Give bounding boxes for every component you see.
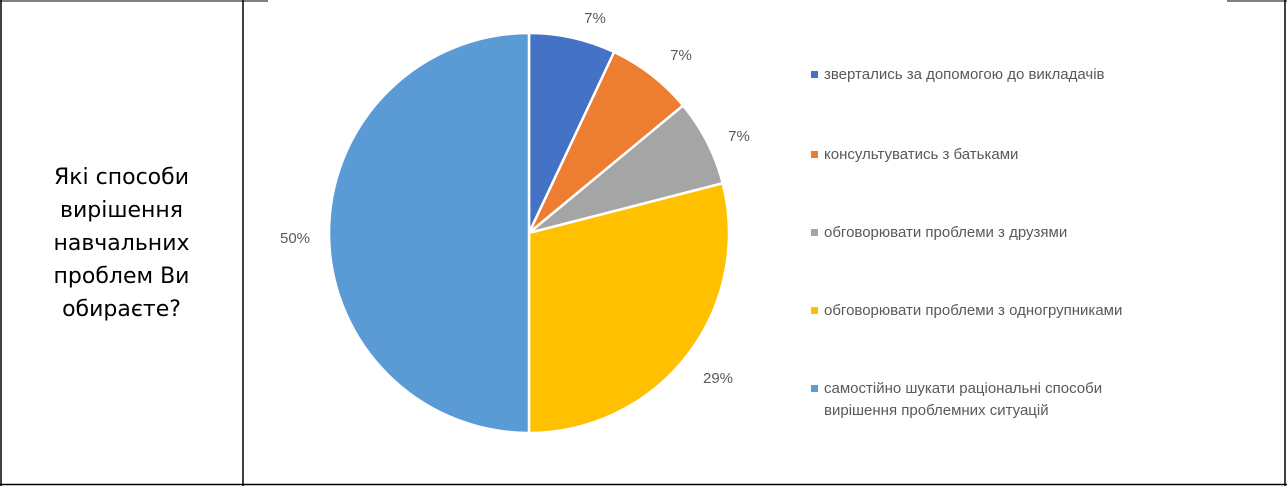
data-label-2: 7%: [670, 47, 692, 64]
data-labels: 7% 7% 7% 29% 50%: [280, 10, 750, 387]
legend-item-4: обговорювати проблеми з одногрупниками: [811, 302, 1122, 319]
question-cell: Які способи вирішення навчальних проблем…: [0, 0, 243, 486]
legend-label-4: обговорювати проблеми з одногрупниками: [824, 302, 1122, 319]
legend-label-5-line-2: вирішення проблемних ситуацій: [824, 402, 1049, 419]
data-label-1: 7%: [584, 10, 606, 27]
data-label-3: 7%: [728, 128, 750, 145]
data-label-5: 50%: [280, 230, 310, 247]
pie-slice-5: [327, 31, 531, 435]
legend-item-3: обговорювати проблеми з друзями: [811, 224, 1067, 241]
legend: звертались за допомогою до викладачів кон…: [811, 66, 1122, 419]
pie-slice-4: [527, 182, 731, 435]
legend-item-5: самостійно шукати раціональні способи вир…: [811, 380, 1102, 419]
legend-item-1: звертались за допомогою до викладачів: [811, 66, 1105, 83]
legend-swatch-4: [811, 307, 818, 314]
legend-swatch-5: [811, 385, 818, 392]
legend-label-5-line-1: самостійно шукати раціональні способи: [824, 380, 1102, 397]
legend-label-3: обговорювати проблеми з друзями: [824, 224, 1067, 241]
legend-swatch-3: [811, 229, 818, 236]
legend-swatch-2: [811, 151, 818, 158]
data-label-4: 29%: [703, 370, 733, 387]
pie-slices: [327, 31, 731, 435]
question-text: Які способи вирішення навчальних проблем…: [53, 164, 190, 322]
legend-item-2: консультуватись з батьками: [811, 146, 1018, 163]
legend-label-1: звертались за допомогою до викладачів: [824, 66, 1105, 83]
legend-swatch-1: [811, 71, 818, 78]
legend-label-2: консультуватись з батьками: [824, 146, 1018, 163]
